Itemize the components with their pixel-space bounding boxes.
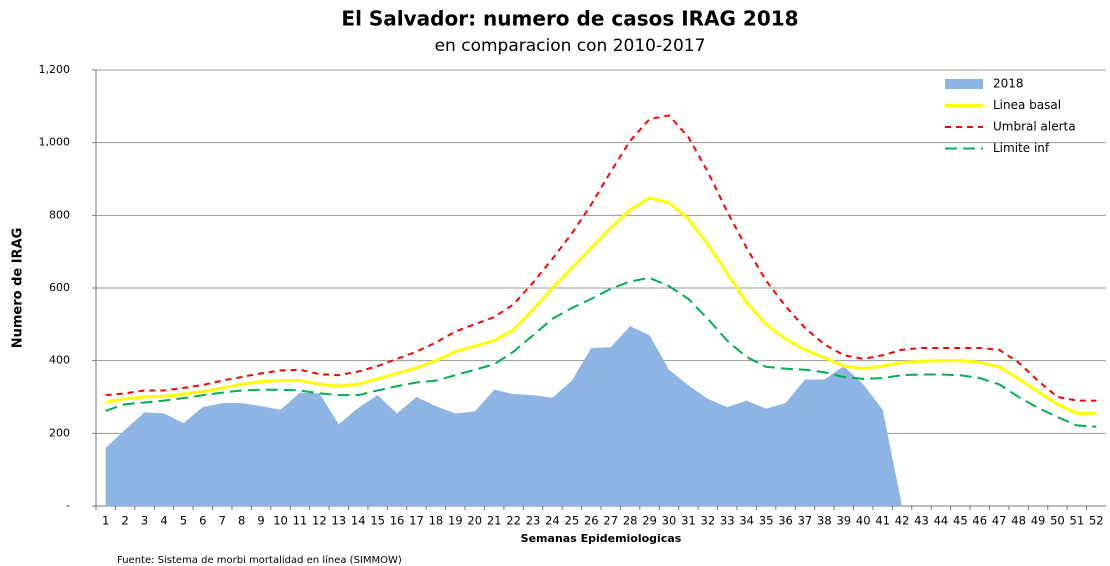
x-tick-label: 34 bbox=[739, 514, 754, 528]
legend-label: Umbral alerta bbox=[993, 120, 1076, 134]
x-tick-label: 11 bbox=[293, 514, 308, 528]
x-tick-label: 33 bbox=[720, 514, 735, 528]
x-tick-label: 8 bbox=[238, 514, 245, 528]
y-tick-label: 1,200 bbox=[39, 63, 71, 76]
x-tick-label: 51 bbox=[1070, 514, 1085, 528]
x-tick-label: 32 bbox=[701, 514, 716, 528]
x-tick-label: 24 bbox=[545, 514, 560, 528]
x-tick-label: 28 bbox=[623, 514, 638, 528]
x-tick-label: 23 bbox=[526, 514, 541, 528]
y-tick-label: - bbox=[66, 499, 70, 512]
x-tick-label: 31 bbox=[681, 514, 696, 528]
x-tick-label: 40 bbox=[856, 514, 871, 528]
x-tick-label: 15 bbox=[370, 514, 385, 528]
x-tick-label: 18 bbox=[429, 514, 444, 528]
x-tick-label: 35 bbox=[759, 514, 774, 528]
line bbox=[105, 196, 1097, 415]
legend-label: Linea basal bbox=[993, 98, 1061, 112]
x-tick-label: 52 bbox=[1089, 514, 1104, 528]
x-tick-label: 13 bbox=[331, 514, 346, 528]
x-tick-label: 7 bbox=[219, 514, 226, 528]
x-tick-label: 42 bbox=[895, 514, 910, 528]
y-tick-label: 400 bbox=[49, 354, 70, 367]
x-tick-label: 17 bbox=[409, 514, 424, 528]
x-tick-label: 49 bbox=[1031, 514, 1046, 528]
legend-label: 2018 bbox=[993, 77, 1024, 91]
x-tick-label: 41 bbox=[875, 514, 890, 528]
x-tick-label: 10 bbox=[273, 514, 288, 528]
y-tick-label: 600 bbox=[49, 281, 70, 294]
chart-title: El Salvador: numero de casos IRAG 2018 bbox=[341, 7, 798, 31]
area bbox=[105, 326, 903, 506]
x-tick-label: 19 bbox=[448, 514, 463, 528]
x-tick-label: 3 bbox=[141, 514, 148, 528]
x-tick-label: 20 bbox=[467, 514, 482, 528]
y-tick-label: 200 bbox=[49, 426, 70, 439]
line bbox=[105, 276, 1097, 428]
x-tick-label: 1 bbox=[102, 514, 109, 528]
x-tick-label: 26 bbox=[584, 514, 599, 528]
x-tick-label: 29 bbox=[642, 514, 657, 528]
line bbox=[105, 114, 1097, 402]
x-tick-label: 50 bbox=[1050, 514, 1065, 528]
x-tick-label: 22 bbox=[506, 514, 521, 528]
x-tick-label: 43 bbox=[914, 514, 929, 528]
y-tick-label: 1,000 bbox=[39, 136, 71, 149]
x-tick-label: 6 bbox=[199, 514, 206, 528]
x-tick-label: 38 bbox=[817, 514, 832, 528]
x-tick-label: 25 bbox=[565, 514, 580, 528]
x-tick-label: 44 bbox=[934, 514, 949, 528]
y-axis-label: Numero de IRAG bbox=[11, 228, 26, 349]
chart-subtitle: en comparacion con 2010-2017 bbox=[435, 36, 706, 56]
x-tick-label: 46 bbox=[972, 514, 987, 528]
x-axis-label: Semanas Epidemiologicas bbox=[521, 532, 682, 545]
x-tick-label: 30 bbox=[662, 514, 677, 528]
x-tick-label: 4 bbox=[160, 514, 167, 528]
x-tick-label: 5 bbox=[180, 514, 187, 528]
x-tick-label: 16 bbox=[390, 514, 405, 528]
x-tick-label: 36 bbox=[778, 514, 793, 528]
y-tick-label: 800 bbox=[49, 208, 70, 221]
legend-swatch bbox=[945, 79, 983, 89]
x-tick-label: 14 bbox=[351, 514, 366, 528]
x-tick-label: 39 bbox=[836, 514, 851, 528]
source-note: Fuente: Sistema de morbi mortalidad en l… bbox=[117, 554, 402, 566]
x-tick-label: 37 bbox=[798, 514, 813, 528]
x-tick-label: 9 bbox=[257, 514, 264, 528]
legend-label: Limite inf bbox=[993, 141, 1050, 155]
x-tick-label: 2 bbox=[121, 514, 128, 528]
x-tick-label: 27 bbox=[603, 514, 618, 528]
x-tick-label: 21 bbox=[487, 514, 502, 528]
x-tick-label: 48 bbox=[1011, 514, 1026, 528]
x-tick-label: 12 bbox=[312, 514, 327, 528]
x-tick-label: 45 bbox=[953, 514, 968, 528]
x-tick-label: 47 bbox=[992, 514, 1007, 528]
